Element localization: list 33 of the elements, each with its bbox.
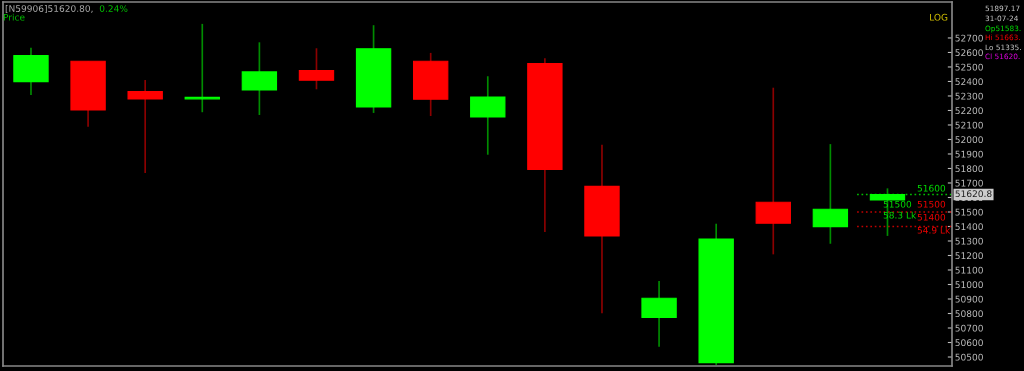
y-tick-label: 52200 [955,107,983,115]
candlestick [184,23,220,114]
annotation: LOG [930,13,948,21]
y-tick-label: 50900 [955,295,983,303]
y-tick-label: 52100 [955,121,983,129]
y-tick-label: 50700 [955,324,983,332]
y-tick-label: 52600 [955,49,983,57]
candlestick [127,79,163,174]
y-tick-label: 50800 [955,310,983,318]
y-tick-label: 51100 [955,266,983,274]
y-tick-label: 51200 [955,252,983,260]
chart-subtitle: 0.24% [99,5,128,12]
y-tick-label: 50600 [955,339,983,347]
y-tick-label: 50500 [955,353,983,361]
y-tick-label: 52400 [955,78,983,86]
y-tick-label: 52500 [955,63,983,71]
y-tick-label: 51800 [955,165,983,173]
y-tick-label: 52000 [955,136,983,144]
ref-line-label: 51620.8 [955,190,992,198]
y-tick-label: 51700 [955,179,983,187]
y-tick-label: 51000 [955,281,983,289]
annotation: 54.9 Lk [917,226,951,234]
y-tick-label: 51300 [955,237,983,245]
y-tick-label: 51500 [955,208,983,216]
chart-title: [N59906]51620.80, [5,5,93,14]
annotation: 51600 [917,184,946,192]
annotation: 51500 [917,200,946,208]
annotation: 51400 [917,213,946,221]
y-tick-label: 52700 [955,34,983,42]
annotation: Price [3,13,25,21]
y-tick-label: 51900 [955,150,983,158]
y-tick-label: 51400 [955,223,983,231]
y-tick-label: 52300 [955,92,983,100]
